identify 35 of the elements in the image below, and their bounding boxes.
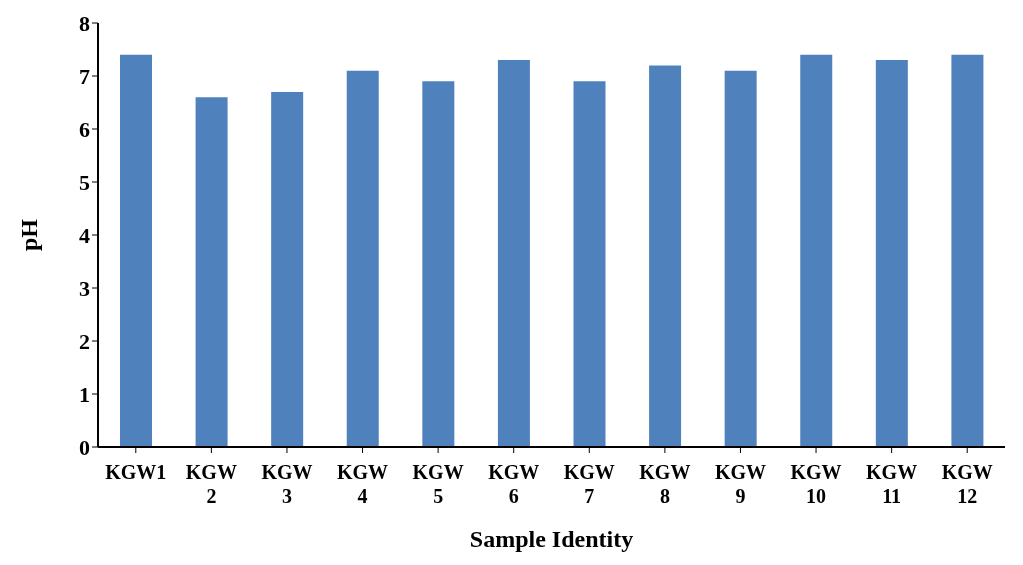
x-tick-label: KGW 4	[336, 461, 389, 507]
bar	[724, 70, 757, 447]
bar	[422, 81, 455, 447]
x-tick-label: KGW1	[105, 461, 167, 483]
bar	[573, 81, 606, 447]
y-tick-label: 8	[79, 10, 90, 36]
x-axis-title: Sample Identity	[469, 526, 634, 552]
bar	[875, 60, 908, 447]
bar	[120, 54, 152, 447]
y-tick-label: 7	[79, 63, 90, 89]
bar	[497, 60, 530, 447]
bar	[800, 54, 833, 447]
x-tick-label: KGW 7	[563, 461, 615, 507]
x-tick-label: KGW 2	[185, 461, 237, 507]
x-tick-label: KGW 9	[714, 461, 767, 507]
x-tick-label: KGW 5	[412, 461, 464, 507]
x-tick-label: KGW 6	[488, 461, 540, 507]
bar	[271, 91, 304, 447]
y-tick-label: 4	[79, 222, 90, 248]
y-tick-label: 5	[79, 169, 90, 195]
x-tick-label: KGW 11	[866, 461, 918, 507]
x-tick-label: KGW 3	[261, 461, 313, 507]
x-tick-label: KGW 10	[790, 461, 842, 507]
bar	[195, 97, 228, 447]
bar	[346, 70, 379, 447]
x-tick-label: KGW 12	[941, 461, 993, 507]
y-tick-label: 1	[79, 381, 90, 407]
bar	[951, 54, 984, 447]
x-tick-label: KGW 8	[639, 461, 691, 507]
y-tick-label: 6	[79, 116, 90, 142]
y-tick-label: 0	[79, 434, 90, 460]
y-tick-label: 3	[79, 275, 90, 301]
y-axis-title: pH	[15, 218, 42, 252]
bar	[649, 65, 682, 447]
y-tick-label: 2	[79, 328, 90, 354]
